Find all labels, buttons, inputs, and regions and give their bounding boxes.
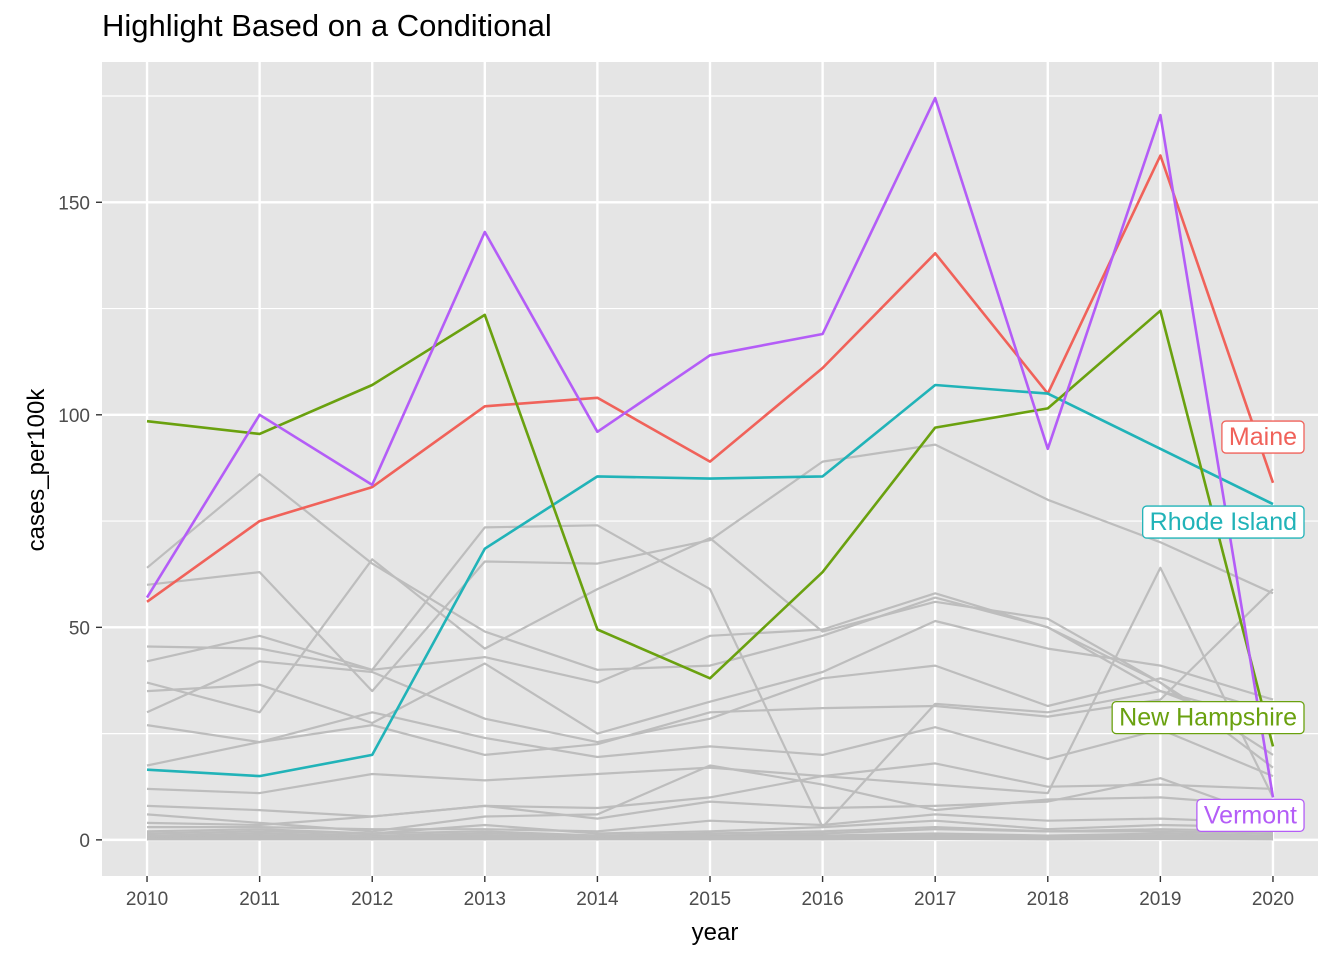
background-series-line	[146, 619, 1274, 735]
series-line-new-hampshire	[146, 309, 1275, 747]
y-tick-label: 150	[58, 193, 90, 214]
end-label-text: New Hampshire	[1119, 704, 1297, 732]
end-label-new-hampshire: New Hampshire	[1111, 700, 1305, 735]
series-line-maine	[146, 154, 1275, 603]
background-series-line	[146, 660, 1274, 744]
end-label-box	[1142, 505, 1305, 539]
y-axis: 0 50 100 150	[58, 193, 102, 852]
x-tick-label: 2018	[1027, 889, 1069, 910]
background-series-line	[146, 762, 1274, 795]
end-label-maine: Maine	[1221, 420, 1305, 454]
x-tick-label: 2012	[351, 889, 393, 910]
x-axis-title: year	[692, 919, 739, 946]
background-series-group	[146, 443, 1274, 841]
highlighted-series-group	[145, 96, 1275, 798]
y-tick-label: 100	[58, 406, 90, 427]
background-series-line	[146, 777, 1274, 827]
y-axis-title: cases_per100k	[23, 388, 50, 552]
x-tick-label: 2011	[239, 889, 280, 910]
background-series-line	[146, 537, 1274, 756]
x-axis: 2010 2011 2012 2013 2014 2015 2016 2017 2018 2019…	[126, 876, 1294, 910]
background-series-line	[146, 473, 1274, 769]
background-series-line	[147, 813, 1274, 833]
end-labels-group: Maine Rhode Island New Hampshire Vermont	[1111, 420, 1305, 833]
end-label-text: Rhode Island	[1150, 508, 1297, 536]
background-series-line	[146, 524, 1274, 829]
end-label-rhode-island: Rhode Island	[1142, 505, 1305, 539]
end-label-box	[1221, 420, 1305, 454]
background-series-line	[146, 711, 1274, 778]
y-tick-label: 0	[79, 831, 90, 852]
x-tick-label: 2019	[1139, 889, 1181, 910]
x-tick-label: 2014	[576, 889, 619, 910]
background-series-line	[146, 443, 1274, 693]
chart-title: Highlight Based on a Conditional	[102, 8, 552, 43]
x-tick-label: 2016	[801, 889, 843, 910]
x-tick-label: 2015	[689, 889, 731, 910]
end-label-text: Vermont	[1204, 801, 1297, 829]
x-tick-label: 2020	[1252, 889, 1294, 910]
series-line-rhode-island	[146, 383, 1274, 778]
x-tick-label: 2017	[914, 889, 956, 910]
background-series-line	[146, 588, 1274, 767]
y-tick-label: 50	[69, 618, 90, 639]
series-line-vermont	[145, 96, 1275, 798]
end-label-box	[1111, 700, 1305, 735]
x-tick-label: 2010	[126, 889, 168, 910]
end-label-vermont: Vermont	[1196, 798, 1305, 833]
end-label-box	[1196, 798, 1305, 833]
background-series-line	[146, 566, 1274, 818]
x-tick-label: 2013	[464, 889, 506, 910]
end-label-text: Maine	[1229, 423, 1297, 451]
background-series-line	[146, 592, 1274, 735]
